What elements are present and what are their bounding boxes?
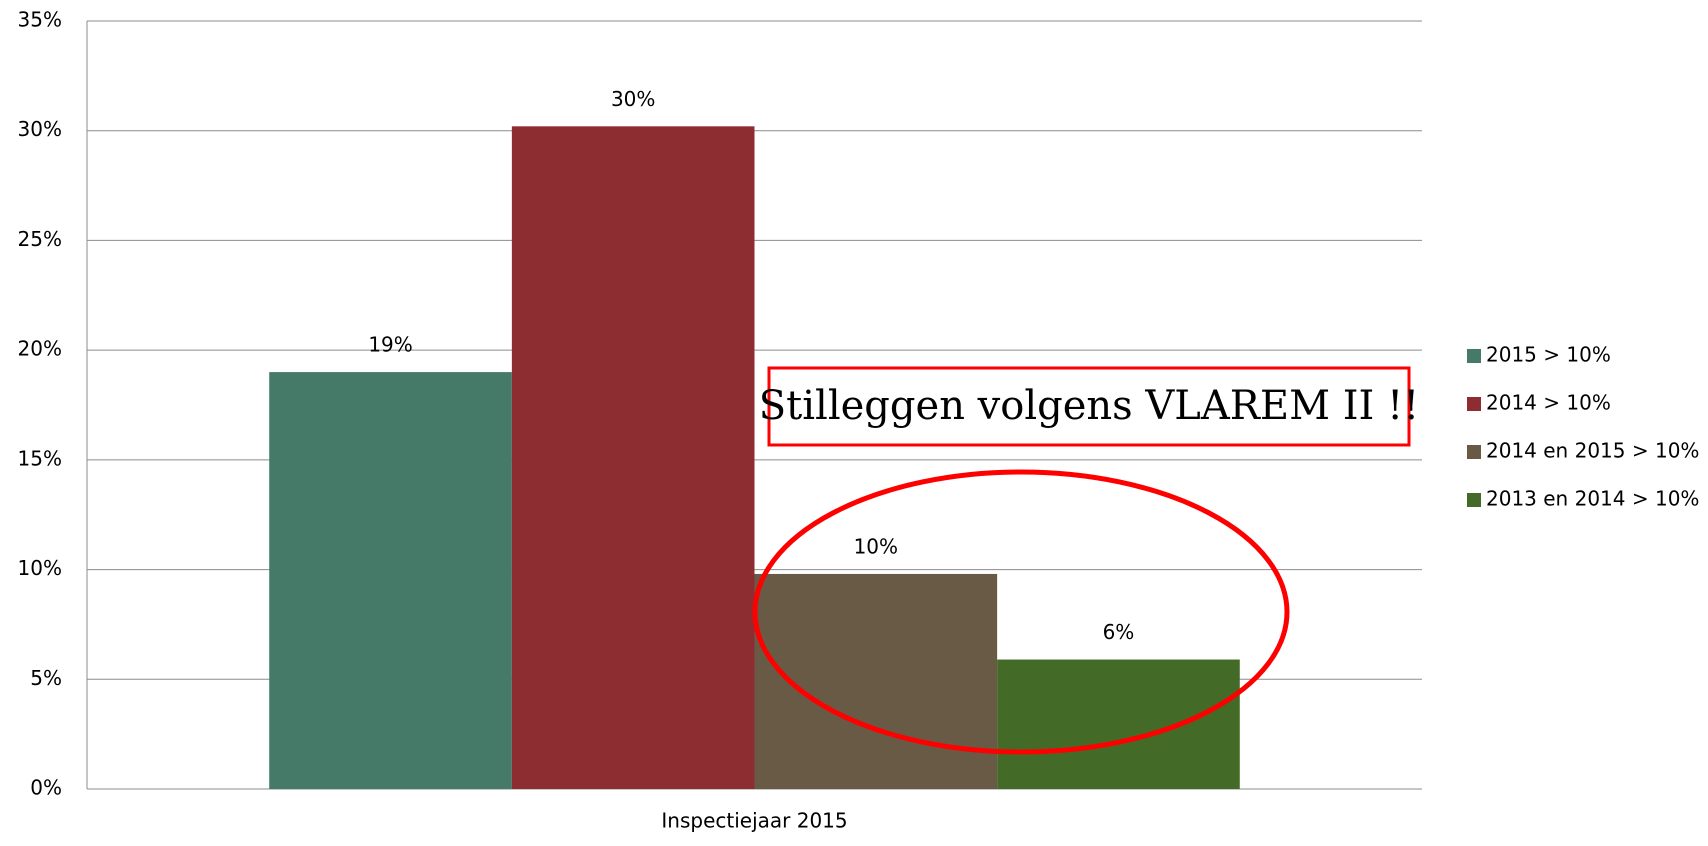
- legend-swatch: [1467, 397, 1481, 411]
- annotation-box: [767, 366, 1411, 447]
- bar: [511, 126, 755, 790]
- legend-swatch: [1467, 445, 1481, 459]
- y-tick-label: 20%: [18, 337, 62, 361]
- y-tick-label: 25%: [18, 227, 62, 251]
- data-label: 19%: [368, 333, 412, 357]
- y-tick-label: 10%: [18, 556, 62, 580]
- y-tick-label: 15%: [18, 446, 62, 470]
- bar: [997, 659, 1240, 789]
- annotation-text: Stilleggen volgens VLAREM II !!: [759, 383, 1419, 429]
- bar: [754, 573, 998, 789]
- y-tick-label: 35%: [18, 8, 62, 32]
- data-label: 6%: [1103, 620, 1135, 644]
- highlight-ellipse: [752, 469, 1290, 755]
- legend-swatch: [1467, 493, 1481, 507]
- bars: Inspectiejaar 2015 19% 30% 10% 6%: [269, 87, 1240, 833]
- legend-label: 2014 en 2015 > 10%: [1486, 439, 1699, 463]
- y-tick-label: 30%: [18, 117, 62, 141]
- x-tick-label: Inspectiejaar 2015: [661, 809, 847, 833]
- annotation-group: Stilleggen volgens VLAREM II !!: [759, 366, 1419, 447]
- legend-label: 2015 > 10%: [1486, 343, 1611, 367]
- legend-label: 2013 en 2014 > 10%: [1486, 487, 1699, 511]
- bar: [269, 372, 512, 789]
- data-label: 30%: [611, 87, 655, 111]
- y-tick-label: 0%: [30, 776, 62, 800]
- legend-swatch: [1467, 349, 1481, 363]
- y-tick-label: 5%: [30, 666, 62, 690]
- data-label: 10%: [854, 534, 898, 558]
- legend-label: 2014 > 10%: [1486, 391, 1611, 415]
